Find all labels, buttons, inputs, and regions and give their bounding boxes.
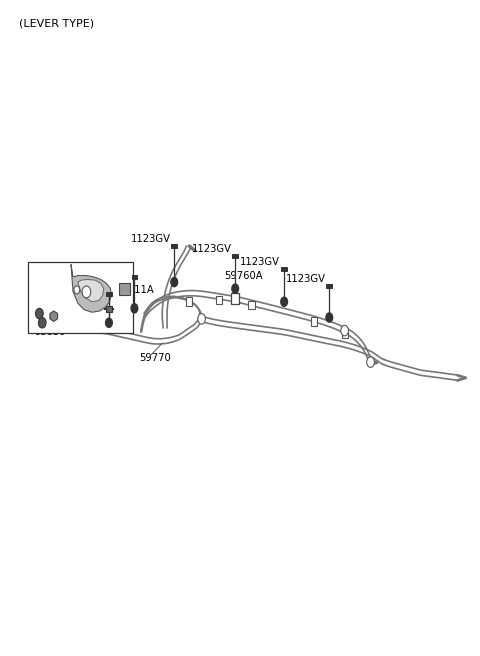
Circle shape xyxy=(198,314,205,324)
Bar xyxy=(28,262,133,333)
Circle shape xyxy=(367,357,374,367)
Circle shape xyxy=(281,297,288,306)
Bar xyxy=(341,329,348,337)
Circle shape xyxy=(171,277,178,287)
Circle shape xyxy=(341,325,348,336)
Bar xyxy=(232,253,238,258)
Bar xyxy=(311,317,317,325)
Circle shape xyxy=(106,318,112,327)
Circle shape xyxy=(36,308,43,319)
Circle shape xyxy=(38,318,46,328)
Bar xyxy=(281,266,287,271)
Text: 1123GV: 1123GV xyxy=(240,257,280,268)
Text: 1339CC: 1339CC xyxy=(28,299,67,310)
Text: 1123GV: 1123GV xyxy=(286,274,325,285)
Text: 59760A: 59760A xyxy=(224,270,263,281)
Bar xyxy=(231,293,239,304)
Bar xyxy=(106,291,112,296)
Polygon shape xyxy=(71,264,111,312)
Polygon shape xyxy=(50,311,58,321)
Text: 1123GV: 1123GV xyxy=(91,264,131,274)
Text: 1123GV: 1123GV xyxy=(192,244,232,255)
Bar xyxy=(106,306,112,312)
Bar xyxy=(326,283,332,288)
Text: 59770: 59770 xyxy=(139,353,171,363)
Circle shape xyxy=(326,313,333,322)
Text: 59911A: 59911A xyxy=(115,285,154,295)
Text: (LEVER TYPE): (LEVER TYPE) xyxy=(19,18,95,28)
Text: 59710: 59710 xyxy=(47,274,79,284)
Circle shape xyxy=(131,304,138,313)
Circle shape xyxy=(232,284,239,293)
Bar xyxy=(186,297,192,306)
Text: 1125DE: 1125DE xyxy=(66,281,106,292)
Bar xyxy=(119,283,130,295)
Circle shape xyxy=(82,286,91,298)
Bar xyxy=(132,274,137,279)
Circle shape xyxy=(74,286,80,294)
Text: 93830: 93830 xyxy=(35,327,66,337)
Polygon shape xyxy=(78,279,104,302)
Bar xyxy=(171,243,177,248)
Bar xyxy=(249,300,255,309)
Text: 1123GV: 1123GV xyxy=(131,234,170,245)
Bar xyxy=(216,295,222,304)
